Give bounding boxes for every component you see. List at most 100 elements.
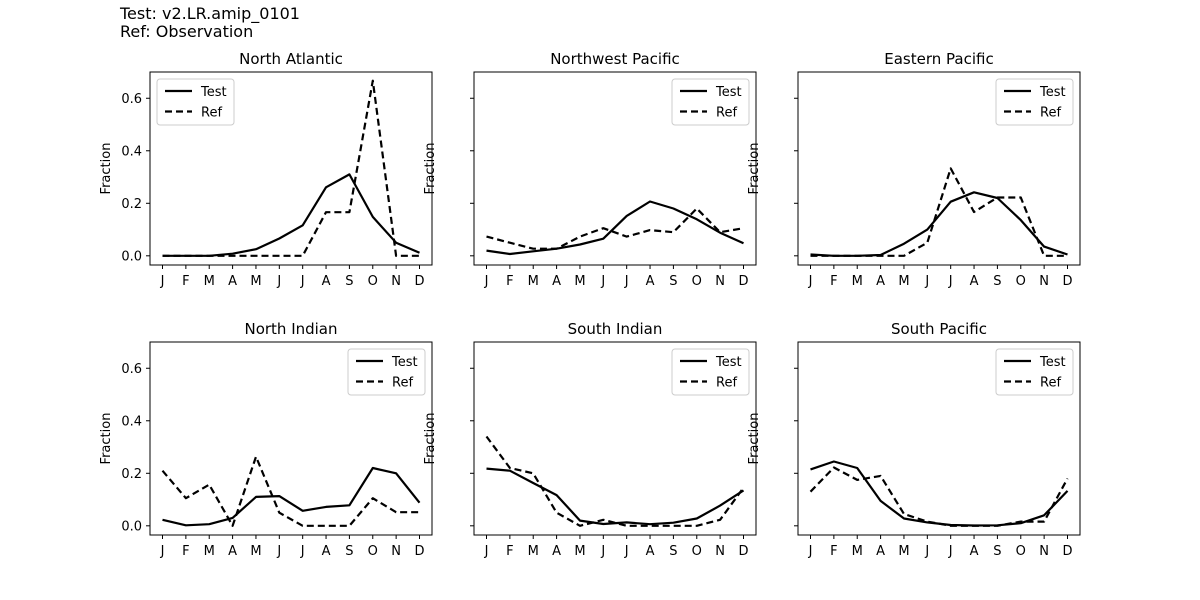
- south-pacific-title: South Pacific: [891, 320, 987, 338]
- north-atlantic-xtick-label: A: [322, 274, 331, 289]
- eastern-pacific-series-test: [810, 191, 1068, 257]
- north-indian-title: North Indian: [244, 320, 337, 338]
- eastern-pacific-legend: Test Ref: [995, 78, 1074, 126]
- south-indian-xtick-label: O: [692, 544, 702, 559]
- north-atlantic-legend-label-ref: Ref: [201, 106, 222, 121]
- northwest-pacific-series-ref: [486, 207, 744, 250]
- northwest-pacific-xtick-label: J: [484, 274, 489, 289]
- northwest-pacific-xtick-label: A: [552, 274, 561, 289]
- north-atlantic-xtick-label: J: [276, 274, 281, 289]
- south-pacific-xtick-label: D: [1062, 544, 1072, 559]
- south-indian-xtick-label: A: [646, 544, 655, 559]
- south-indian-frame: [473, 341, 757, 536]
- south-pacific-legend-label-test: Test: [1039, 355, 1066, 370]
- north-atlantic-xtick-label: D: [414, 274, 424, 289]
- south-pacific-series-ref: [809, 466, 1069, 527]
- south-indian-xtick-label: M: [528, 544, 539, 559]
- north-indian-xtick-label: J: [276, 544, 281, 559]
- north-indian-xtick-label: J: [160, 544, 165, 559]
- north-atlantic-xtick-label: N: [391, 274, 401, 289]
- northwest-pacific-xtick-label: M: [574, 274, 585, 289]
- south-pacific-frame: [797, 341, 1081, 536]
- north-atlantic-xtick-label: F: [182, 274, 189, 289]
- north-indian-xtick-label: J: [300, 544, 305, 559]
- south-pacific-xtick-label: M: [852, 544, 863, 559]
- eastern-pacific-frame: [797, 71, 1081, 266]
- eastern-pacific-xtick-label: J: [948, 274, 953, 289]
- eastern-pacific-legend-label-test: Test: [1039, 85, 1066, 100]
- south-pacific-series-test: [810, 460, 1069, 527]
- north-atlantic-xtick-label: A: [228, 274, 237, 289]
- north-indian-ylabel: Fraction: [99, 413, 114, 465]
- south-pacific-xtick-label: N: [1039, 544, 1049, 559]
- northwest-pacific-xtick-label: F: [506, 274, 513, 289]
- south-pacific-xtick-label: A: [876, 544, 885, 559]
- eastern-pacific-xtick-label: A: [876, 274, 885, 289]
- northwest-pacific-xtick-label: J: [600, 274, 605, 289]
- south-indian-xtick-label: N: [715, 544, 725, 559]
- eastern-pacific-xtick-label: S: [993, 274, 1001, 289]
- northwest-pacific-ylabel: Fraction: [423, 143, 438, 195]
- eastern-pacific-xtick-label: J: [924, 274, 929, 289]
- northwest-pacific-xtick-label: N: [715, 274, 725, 289]
- eastern-pacific-xtick-label: O: [1016, 274, 1026, 289]
- north-atlantic-ytick-label: 0.6: [121, 92, 142, 107]
- south-indian-ylabel: Fraction: [423, 413, 438, 465]
- north-indian-ytick-label: 0.4: [121, 414, 142, 429]
- figure-ref-label: Ref: Observation: [120, 22, 254, 41]
- northwest-pacific-xtick-label: D: [738, 274, 748, 289]
- south-indian-legend-label-test: Test: [715, 355, 742, 370]
- north-indian-xtick-label: N: [391, 544, 401, 559]
- north-indian-frame: [149, 341, 433, 536]
- north-indian-xtick-label: A: [228, 544, 237, 559]
- northwest-pacific-legend-label-ref: Ref: [716, 106, 737, 121]
- north-indian-xtick-label: M: [250, 544, 261, 559]
- figure-test-label: Test: v2.LR.amip_0101: [120, 4, 300, 23]
- north-atlantic-xtick-label: J: [300, 274, 305, 289]
- north-atlantic-xtick-label: M: [250, 274, 261, 289]
- south-pacific-legend-label-ref: Ref: [1040, 376, 1061, 391]
- south-pacific-legend: Test Ref: [995, 348, 1074, 396]
- northwest-pacific-title: Northwest Pacific: [550, 50, 680, 68]
- north-atlantic-series-test: [162, 173, 420, 257]
- north-indian-xtick-label: O: [368, 544, 378, 559]
- northwest-pacific-xtick-label: S: [669, 274, 677, 289]
- northwest-pacific-xtick-label: A: [646, 274, 655, 289]
- south-pacific-xtick-label: O: [1016, 544, 1026, 559]
- south-indian-xtick-label: M: [574, 544, 585, 559]
- south-pacific-xtick-label: A: [970, 544, 979, 559]
- north-indian-ytick-label: 0.0: [121, 519, 142, 534]
- north-atlantic-xtick-label: O: [368, 274, 378, 289]
- south-indian-legend: Test Ref: [671, 348, 750, 396]
- north-atlantic-xtick-label: J: [160, 274, 165, 289]
- northwest-pacific-xtick-label: O: [692, 274, 702, 289]
- south-indian-xtick-label: D: [738, 544, 748, 559]
- eastern-pacific-xtick-label: M: [852, 274, 863, 289]
- northwest-pacific-legend: Test Ref: [671, 78, 750, 126]
- north-indian-xtick-label: D: [414, 544, 424, 559]
- eastern-pacific-series-ref: [810, 167, 1068, 257]
- north-indian-ytick-label: 0.6: [121, 362, 142, 377]
- north-indian-legend: Test Ref: [347, 348, 426, 396]
- eastern-pacific-xtick-label: A: [970, 274, 979, 289]
- north-atlantic-xtick-label: S: [345, 274, 353, 289]
- northwest-pacific-xtick-label: M: [528, 274, 539, 289]
- north-indian-series-test: [162, 466, 421, 527]
- north-indian-xtick-label: A: [322, 544, 331, 559]
- eastern-pacific-xtick-label: N: [1039, 274, 1049, 289]
- north-indian-series-ref: [161, 455, 420, 527]
- north-indian-xtick-label: M: [204, 544, 215, 559]
- north-atlantic-legend-label-test: Test: [200, 85, 227, 100]
- south-pacific-xtick-label: M: [898, 544, 909, 559]
- south-indian-series-test: [486, 467, 745, 526]
- south-indian-legend-label-ref: Ref: [716, 376, 737, 391]
- eastern-pacific-ylabel: Fraction: [747, 143, 762, 195]
- south-indian-xtick-label: S: [669, 544, 677, 559]
- northwest-pacific-legend-label-test: Test: [715, 85, 742, 100]
- south-indian-xtick-label: A: [552, 544, 561, 559]
